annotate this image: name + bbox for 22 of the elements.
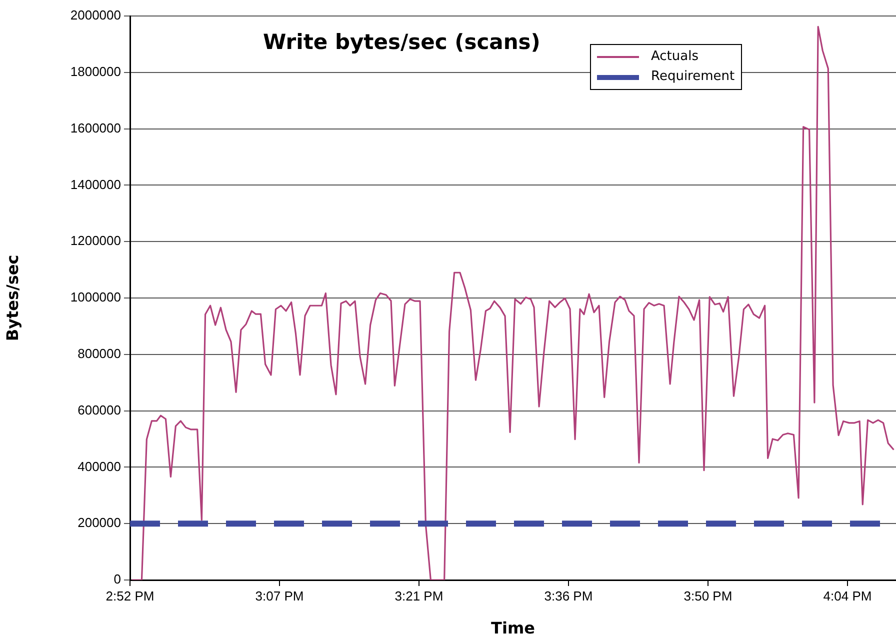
y-tick-label: 2000000 — [70, 8, 121, 23]
y-tick-label: 400000 — [78, 458, 121, 474]
legend-label: Actuals — [651, 48, 698, 66]
y-tick-label: 1800000 — [70, 64, 121, 79]
y-tick-label: 1400000 — [70, 176, 121, 192]
y-tick-label: 1000000 — [70, 290, 121, 305]
y-tick-label: 1600000 — [70, 120, 121, 136]
y-tick-label: 1200000 — [70, 233, 121, 248]
x-tick-label: 3:36 PM — [544, 588, 593, 604]
legend-label: Requirement — [651, 68, 735, 86]
y-tick-label: 0 — [114, 572, 121, 587]
x-tick-label: 3:21 PM — [394, 588, 444, 604]
x-tick-label: 4:04 PM — [823, 588, 872, 604]
y-tick-label: 600000 — [78, 402, 121, 418]
text: Write bytes/sec (scans) — [263, 30, 540, 54]
x-tick-label: 2:52 PM — [106, 588, 154, 604]
x-tick-label: 3:07 PM — [255, 588, 304, 604]
y-tick-label: 800000 — [78, 346, 121, 361]
y-tick-label: 200000 — [78, 515, 121, 530]
y-axis-title: Bytes/sec — [2, 254, 22, 342]
x-axis-title: Time — [491, 618, 536, 638]
x-tick-label: 3:50 PM — [684, 588, 732, 604]
